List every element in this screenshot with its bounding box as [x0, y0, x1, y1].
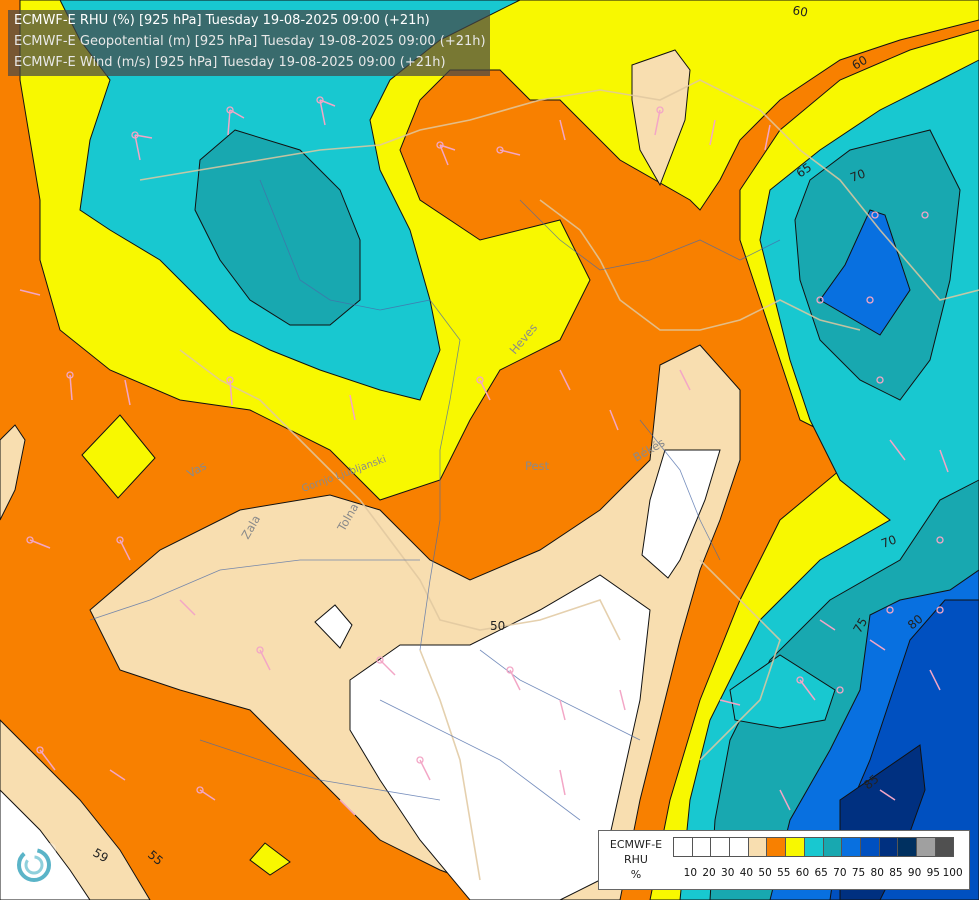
legend-swatch — [859, 837, 880, 857]
legend-swatch — [691, 837, 712, 857]
legend-tick-label: 55 — [777, 867, 791, 879]
place-label-pest: Pest — [525, 459, 550, 473]
legend-tick-label: 50 — [758, 867, 772, 879]
legend-tick-label: 40 — [739, 867, 754, 879]
legend-swatch — [897, 837, 917, 857]
contour-label-50: 50 — [490, 619, 505, 633]
title-rhu: ECMWF-E RHU (%) [925 hPa] Tuesday 19-08-… — [14, 13, 430, 28]
legend-tick-label: 90 — [907, 867, 922, 879]
legend-swatch — [710, 837, 731, 857]
legend-unit: % — [630, 868, 642, 881]
legend-swatch — [878, 837, 899, 857]
legend-title: ECMWF-E RHU % — [603, 837, 669, 882]
country-borders — [139, 79, 979, 881]
legend-tick-label: 60 — [795, 867, 810, 879]
contour-label-70-south: 70 — [879, 532, 898, 550]
legend-tick-label: 10 — [683, 867, 698, 879]
contour-label-59: 59 — [91, 845, 111, 865]
legend-swatch — [822, 837, 843, 857]
legend-swatch — [766, 837, 787, 857]
legend-tick-label: 80 — [870, 867, 884, 879]
legend-swatch — [729, 837, 749, 857]
provider-logo-icon — [12, 843, 56, 887]
title-wind: ECMWF-E Wind (m/s) [925 hPa] Tuesday 19-… — [14, 55, 446, 70]
legend-model: ECMWF-E — [609, 838, 663, 851]
legend-tick-label: 65 — [814, 867, 828, 879]
contour-label-70-north: 70 — [848, 166, 867, 184]
legend-swatch — [934, 837, 955, 857]
legend-swatch — [785, 837, 805, 857]
legend-ticks: 10 20 30 40 50 55 60 65 70 75 80 85 90 95 100 — [681, 867, 963, 879]
rhu-below-50-patch-west — [314, 604, 353, 649]
legend-variable: RHU — [624, 853, 648, 866]
rhu-below-50-area-east — [641, 449, 721, 579]
color-legend: ECMWF-E RHU % 10 20 30 40 50 55 60 65 70 75 80 85 90… — [598, 830, 970, 890]
legend-swatch — [747, 837, 768, 857]
rhu-70-75-area-northwest — [194, 129, 361, 326]
legend-swatches — [673, 837, 955, 857]
contour-label-60-right: 60 — [850, 53, 870, 73]
legend-tick-label: 30 — [721, 867, 735, 879]
rhu-50-55-area-north — [631, 49, 691, 187]
legend-swatch — [803, 837, 824, 857]
title-geopotential: ECMWF-E Geopotential (m) [925 hPa] Tuesd… — [14, 34, 486, 49]
rhu-below-50-area-south — [349, 574, 651, 900]
legend-tick-label: 20 — [702, 867, 716, 879]
rhu-60-65-patch-west — [81, 414, 156, 499]
contour-label-60-top: 60 — [791, 3, 808, 19]
legend-tick-label: 95 — [926, 867, 940, 879]
rhu-65-70-patch-southeast — [729, 654, 836, 729]
rhu-50-55-area-west — [0, 424, 26, 521]
rivers — [89, 179, 781, 821]
rhu-75-80-area-east — [819, 209, 911, 336]
rhu-60-65-patch-south — [249, 842, 291, 876]
legend-swatch — [841, 837, 861, 857]
legend-tick-label: 70 — [833, 867, 847, 879]
legend-tick-label: 100 — [942, 867, 963, 879]
legend-swatch — [673, 837, 693, 857]
legend-tick-label: 75 — [851, 867, 866, 879]
map-title-box: ECMWF-E RHU (%) [925 hPa] Tuesday 19-08-… — [8, 10, 490, 76]
legend-tick-label: 85 — [889, 867, 903, 879]
wind-station-dots — [26, 96, 944, 794]
wind-barbs — [19, 99, 949, 816]
contour-label-75: 75 — [850, 615, 870, 635]
legend-swatch — [915, 837, 936, 857]
